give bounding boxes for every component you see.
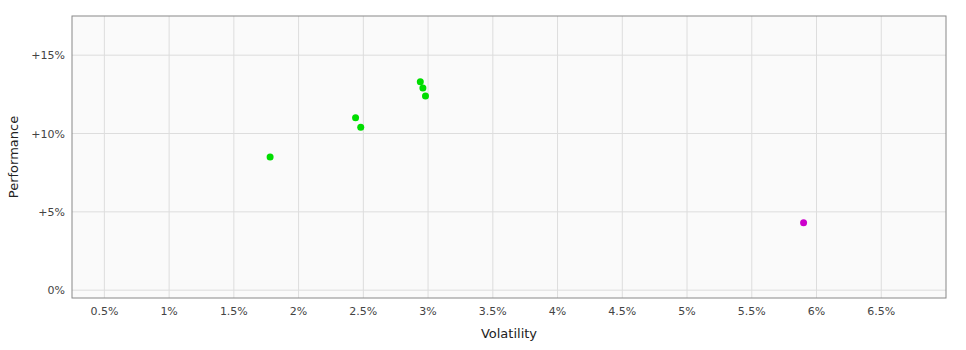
grid (72, 16, 946, 298)
x-grid-line (104, 16, 105, 298)
y-tick-label: +10% (31, 128, 65, 141)
plot-frame (72, 16, 946, 298)
point (800, 219, 807, 226)
plot-area (72, 16, 946, 298)
y-grid-line (72, 290, 946, 291)
series (267, 78, 429, 160)
chart: 0.5% 1% 1.5% 2% 2.5% 3% 3.5% 4% 4.5% 5% 5.5% 6% 6.5%… (0, 0, 966, 350)
x-grid-line (492, 16, 493, 298)
x-tick-label: 5.5% (738, 305, 766, 318)
point (357, 124, 364, 131)
series (800, 219, 807, 226)
point (422, 92, 429, 99)
x-grid-line (557, 16, 558, 298)
y-grid-line (72, 211, 946, 212)
x-tick-label: 1% (160, 305, 177, 318)
tick-labels: 0.5% 1% 1.5% 2% 2.5% 3% 3.5% 4% 4.5% 5% 5.5% 6% 6.5%… (31, 49, 895, 318)
point (419, 85, 426, 92)
x-grid-line (169, 16, 170, 298)
points (267, 78, 807, 226)
x-grid-line (816, 16, 817, 298)
point (267, 154, 274, 161)
y-axis-label: Performance (6, 116, 21, 198)
y-grid-line (72, 133, 946, 134)
x-grid-line (298, 16, 299, 298)
x-tick-label: 3% (419, 305, 436, 318)
x-tick-label: 2.5% (349, 305, 377, 318)
x-grid-line (687, 16, 688, 298)
x-grid-line (428, 16, 429, 298)
x-tick-label: 6.5% (867, 305, 895, 318)
y-tick-label: +15% (31, 49, 65, 62)
x-tick-label: 1.5% (220, 305, 248, 318)
y-tick-label: 0% (48, 284, 65, 297)
y-grid-line (72, 55, 946, 56)
x-grid-line (881, 16, 882, 298)
x-tick-label: 0.5% (90, 305, 118, 318)
x-tick-label: 3.5% (479, 305, 507, 318)
x-axis-label: Volatility (481, 326, 537, 341)
x-tick-label: 4% (549, 305, 566, 318)
x-grid-line (233, 16, 234, 298)
x-tick-label: 6% (808, 305, 825, 318)
y-tick-label: +5% (38, 206, 65, 219)
point (417, 78, 424, 85)
x-tick-label: 2% (290, 305, 307, 318)
x-tick-label: 5% (678, 305, 695, 318)
x-tick-label: 4.5% (608, 305, 636, 318)
x-grid-line (622, 16, 623, 298)
point (352, 114, 359, 121)
x-grid-line (363, 16, 364, 298)
x-grid-line (751, 16, 752, 298)
